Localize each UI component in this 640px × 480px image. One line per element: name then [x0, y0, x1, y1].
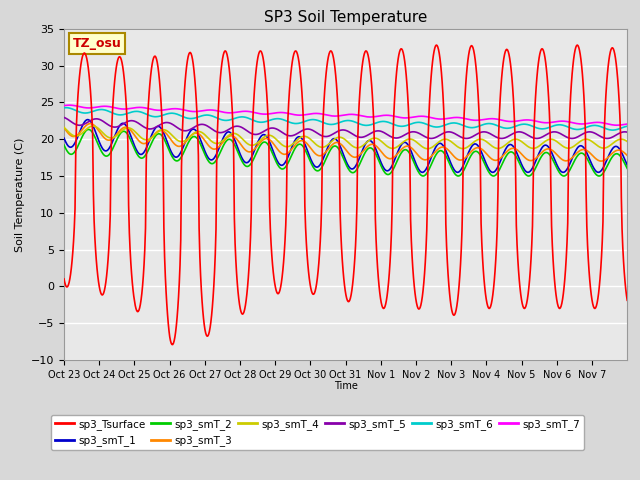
Text: TZ_osu: TZ_osu — [72, 37, 121, 50]
Y-axis label: Soil Temperature (C): Soil Temperature (C) — [15, 137, 26, 252]
Legend: sp3_Tsurface, sp3_smT_1, sp3_smT_2, sp3_smT_3, sp3_smT_4, sp3_smT_5, sp3_smT_6, : sp3_Tsurface, sp3_smT_1, sp3_smT_2, sp3_… — [51, 415, 584, 450]
X-axis label: Time: Time — [333, 381, 358, 391]
Title: SP3 Soil Temperature: SP3 Soil Temperature — [264, 10, 428, 25]
